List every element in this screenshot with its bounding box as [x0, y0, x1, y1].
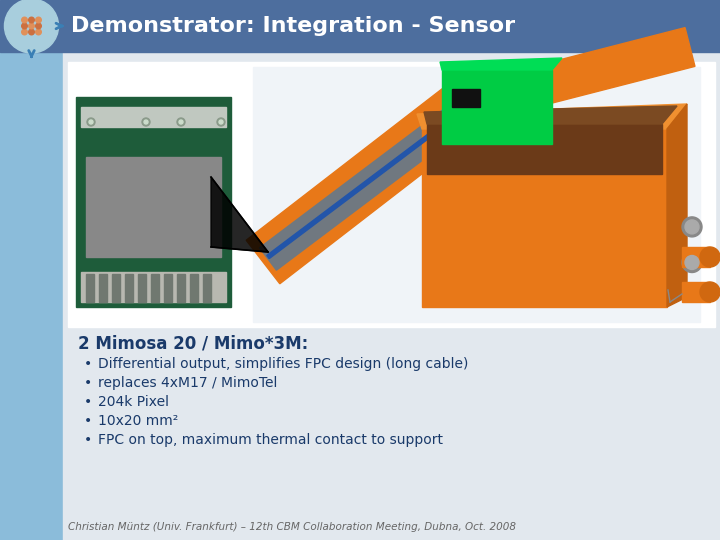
Bar	[112, 274, 120, 302]
Circle shape	[22, 29, 27, 35]
Circle shape	[682, 253, 702, 273]
Polygon shape	[267, 98, 477, 259]
Text: 2 Mimosa 20 / Mimo*3M:: 2 Mimosa 20 / Mimo*3M:	[78, 335, 308, 353]
Text: •: •	[84, 433, 92, 447]
Text: FPC on top, maximum thermal contact to support: FPC on top, maximum thermal contact to s…	[98, 433, 443, 447]
Circle shape	[700, 247, 720, 267]
Circle shape	[685, 255, 699, 269]
Circle shape	[700, 282, 720, 302]
Polygon shape	[417, 104, 687, 129]
Circle shape	[142, 118, 150, 126]
Text: 204k Pixel: 204k Pixel	[98, 395, 169, 409]
Bar	[422, 129, 667, 307]
Text: 10x20 mm²: 10x20 mm²	[98, 414, 179, 428]
Circle shape	[89, 120, 93, 124]
Circle shape	[682, 217, 702, 237]
Text: Demonstrator: Integration - Sensor: Demonstrator: Integration - Sensor	[71, 16, 515, 36]
Polygon shape	[260, 91, 485, 270]
Bar	[164, 274, 172, 302]
Text: •: •	[84, 414, 92, 428]
Circle shape	[144, 120, 148, 124]
Circle shape	[36, 23, 41, 29]
Text: •: •	[84, 376, 92, 390]
Bar	[442, 70, 552, 144]
Polygon shape	[667, 104, 687, 307]
Polygon shape	[211, 177, 268, 252]
Circle shape	[217, 118, 225, 126]
Text: replaces 4xM17 / MimoTel: replaces 4xM17 / MimoTel	[98, 376, 277, 390]
Bar	[0, 0, 720, 52]
Bar	[682, 247, 710, 267]
Circle shape	[29, 29, 35, 35]
Circle shape	[22, 17, 27, 23]
Circle shape	[177, 118, 185, 126]
Bar	[682, 282, 710, 302]
Circle shape	[179, 120, 183, 124]
Bar	[452, 89, 480, 107]
Polygon shape	[440, 58, 562, 70]
Polygon shape	[246, 75, 493, 284]
Circle shape	[36, 29, 41, 35]
Text: •: •	[84, 395, 92, 409]
Bar	[76, 97, 231, 307]
Bar	[68, 62, 715, 327]
Bar	[177, 274, 185, 302]
Bar	[99, 274, 107, 302]
Bar	[86, 157, 221, 257]
Polygon shape	[424, 106, 677, 124]
Bar	[253, 67, 700, 322]
Circle shape	[29, 17, 35, 23]
Bar	[190, 274, 198, 302]
Circle shape	[36, 17, 41, 23]
Circle shape	[87, 118, 95, 126]
Bar	[0, 52, 63, 540]
Circle shape	[29, 23, 35, 29]
Bar	[203, 274, 211, 302]
Bar	[427, 124, 662, 174]
Text: Christian Müntz (Univ. Frankfurt) – 12th CBM Collaboration Meeting, Dubna, Oct. : Christian Müntz (Univ. Frankfurt) – 12th…	[68, 522, 516, 532]
Bar	[125, 274, 133, 302]
Circle shape	[22, 23, 27, 29]
Circle shape	[685, 220, 699, 234]
Polygon shape	[451, 28, 695, 126]
Bar	[138, 274, 146, 302]
Text: •: •	[84, 357, 92, 371]
Circle shape	[4, 0, 58, 53]
Bar	[151, 274, 159, 302]
Text: Differential output, simplifies FPC design (long cable): Differential output, simplifies FPC desi…	[98, 357, 469, 371]
Bar	[86, 274, 94, 302]
Circle shape	[219, 120, 223, 124]
Bar	[81, 272, 226, 302]
Bar	[81, 107, 226, 127]
